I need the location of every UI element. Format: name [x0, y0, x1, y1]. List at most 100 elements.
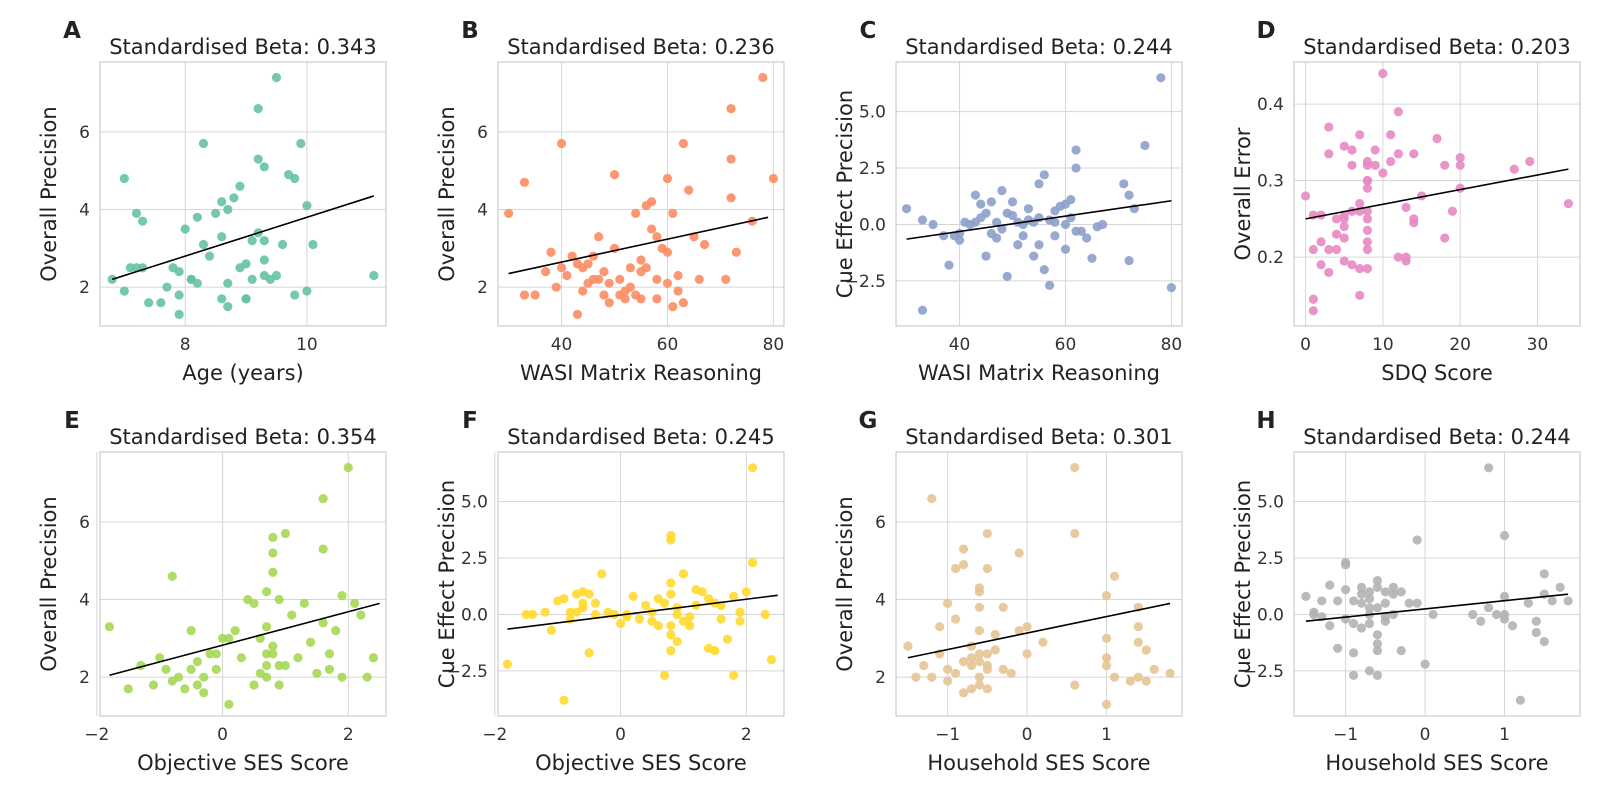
data-point — [565, 607, 575, 617]
data-point — [1539, 569, 1549, 579]
data-point — [217, 633, 228, 643]
data-point — [274, 680, 284, 690]
data-point — [927, 672, 937, 682]
data-point — [241, 259, 251, 269]
panel-letter: F — [462, 408, 478, 434]
data-point — [1002, 271, 1012, 281]
data-point — [1393, 149, 1403, 159]
x-axis-label: SDQ Score — [1381, 361, 1493, 385]
data-point — [186, 664, 196, 675]
data-point — [162, 282, 172, 292]
data-point — [274, 660, 284, 671]
data-point — [760, 609, 770, 620]
regression-line — [507, 594, 778, 630]
data-point — [954, 235, 965, 245]
data-point — [981, 208, 991, 218]
data-point — [1372, 645, 1383, 656]
data-point — [369, 270, 379, 281]
data-point — [1386, 130, 1396, 140]
data-point — [1006, 668, 1016, 678]
data-point — [636, 294, 646, 304]
data-point — [584, 648, 594, 658]
data-point — [1362, 160, 1373, 170]
data-point — [917, 305, 928, 315]
data-point — [594, 274, 604, 285]
data-point — [684, 185, 694, 195]
data-point — [1404, 598, 1414, 608]
panel-letter: D — [1256, 18, 1275, 44]
data-point — [1140, 140, 1150, 151]
data-point — [1362, 214, 1373, 224]
data-point — [662, 247, 673, 257]
data-point — [958, 657, 969, 667]
data-point — [1393, 252, 1403, 262]
panel-title: Standardised Beta: 0.236 — [507, 35, 775, 59]
data-point — [527, 609, 538, 620]
data-point — [966, 660, 977, 671]
data-point — [1097, 219, 1108, 230]
regression-line — [508, 216, 769, 275]
x-axis-label: Household SES Score — [927, 751, 1150, 775]
data-point — [1316, 210, 1326, 220]
data-point — [634, 614, 645, 624]
data-point — [180, 224, 190, 234]
data-point — [1362, 244, 1373, 255]
data-point — [599, 290, 609, 300]
data-point — [1014, 625, 1024, 636]
y-tick-label: 6 — [79, 123, 90, 143]
data-point — [974, 602, 985, 612]
x-tick-label: 60 — [1055, 335, 1077, 355]
data-point — [1372, 582, 1383, 592]
x-tick-label: 2 — [741, 725, 752, 745]
data-point — [217, 232, 227, 242]
data-point — [1347, 260, 1357, 270]
x-tick-label: 30 — [1527, 335, 1549, 355]
panel-letter: A — [63, 18, 81, 44]
data-point — [1101, 633, 1112, 643]
data-point — [180, 684, 190, 694]
data-point — [1060, 219, 1071, 230]
data-point — [1039, 264, 1049, 275]
data-point — [236, 653, 247, 663]
data-point — [224, 633, 234, 643]
data-point — [652, 232, 662, 242]
data-point — [958, 559, 969, 570]
data-point — [1149, 664, 1159, 675]
y-tick-label: 0.0 — [461, 605, 488, 625]
data-point — [1420, 659, 1430, 669]
data-point — [1416, 191, 1427, 201]
data-point — [666, 630, 676, 640]
data-point — [609, 609, 619, 620]
data-point — [337, 591, 347, 601]
data-point — [1362, 176, 1373, 186]
panel-f: −2 0 2 −2.5 0.0 2.5 5.0 Objective SES Score Cue … — [435, 408, 785, 775]
data-point — [594, 232, 604, 242]
data-point — [950, 614, 961, 624]
panel-title: Standardised Beta: 0.301 — [905, 425, 1173, 449]
data-point — [976, 199, 986, 209]
y-tick-label: 2 — [79, 278, 90, 298]
data-point — [1355, 198, 1365, 209]
data-point — [1380, 598, 1390, 608]
data-point — [1070, 462, 1080, 473]
data-point — [305, 637, 316, 647]
data-point — [726, 193, 736, 203]
data-point — [992, 217, 1002, 227]
data-point — [1341, 614, 1351, 624]
data-point — [268, 548, 278, 558]
data-point — [1531, 627, 1541, 638]
data-point — [268, 649, 278, 659]
data-point — [1372, 576, 1383, 586]
data-point — [1347, 145, 1357, 155]
data-point — [731, 247, 741, 257]
data-point — [958, 544, 969, 554]
data-point — [943, 664, 953, 675]
data-point — [647, 607, 657, 617]
y-tick-label: 4 — [79, 201, 90, 221]
data-point — [735, 616, 745, 626]
data-point — [982, 649, 992, 659]
data-point — [229, 193, 239, 203]
data-point — [609, 169, 620, 180]
data-point — [546, 625, 557, 635]
data-point — [192, 657, 203, 667]
